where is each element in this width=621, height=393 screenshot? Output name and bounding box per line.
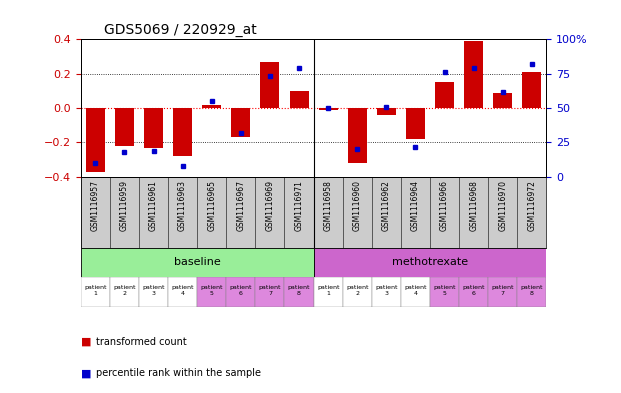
FancyBboxPatch shape [401, 277, 430, 307]
Text: GSM1116969: GSM1116969 [265, 180, 274, 231]
Text: patient
2: patient 2 [346, 285, 368, 296]
Bar [319, 108, 338, 110]
Text: baseline: baseline [174, 257, 220, 267]
Text: patient
4: patient 4 [171, 285, 194, 296]
Text: ■: ■ [81, 337, 95, 347]
Text: GSM1116968: GSM1116968 [469, 180, 478, 231]
FancyBboxPatch shape [343, 277, 372, 307]
Bar [348, 108, 367, 163]
Text: GSM1116964: GSM1116964 [411, 180, 420, 231]
Text: GSM1116966: GSM1116966 [440, 180, 449, 231]
Bar [465, 41, 483, 108]
Text: GDS5069 / 220929_at: GDS5069 / 220929_at [104, 23, 256, 37]
Text: patient
5: patient 5 [433, 285, 456, 296]
Text: GSM1116960: GSM1116960 [353, 180, 362, 231]
Bar [232, 108, 250, 137]
FancyBboxPatch shape [226, 277, 255, 307]
FancyBboxPatch shape [314, 277, 343, 307]
Text: patient
7: patient 7 [492, 285, 514, 296]
Text: GSM1116970: GSM1116970 [498, 180, 507, 231]
FancyBboxPatch shape [517, 277, 546, 307]
Bar [86, 108, 105, 172]
Text: GSM1116972: GSM1116972 [527, 180, 537, 231]
FancyBboxPatch shape [168, 277, 197, 307]
Text: ■: ■ [81, 368, 95, 378]
Text: GSM1116958: GSM1116958 [324, 180, 333, 231]
Text: transformed count: transformed count [96, 337, 187, 347]
Text: patient
6: patient 6 [230, 285, 252, 296]
Bar [260, 62, 279, 108]
FancyBboxPatch shape [110, 277, 139, 307]
FancyBboxPatch shape [81, 248, 314, 277]
Bar [173, 108, 192, 156]
Bar [377, 108, 396, 115]
FancyBboxPatch shape [81, 277, 110, 307]
FancyBboxPatch shape [459, 277, 488, 307]
Bar [493, 93, 512, 108]
Bar [522, 72, 542, 108]
Text: patient
8: patient 8 [520, 285, 543, 296]
Text: patient
1: patient 1 [317, 285, 340, 296]
Text: GSM1116957: GSM1116957 [91, 180, 100, 231]
Bar [144, 108, 163, 148]
Text: GSM1116959: GSM1116959 [120, 180, 129, 231]
FancyBboxPatch shape [430, 277, 459, 307]
Text: patient
3: patient 3 [142, 285, 165, 296]
Text: patient
1: patient 1 [84, 285, 107, 296]
FancyBboxPatch shape [197, 277, 226, 307]
FancyBboxPatch shape [284, 277, 314, 307]
Text: GSM1116961: GSM1116961 [149, 180, 158, 231]
Text: patient
8: patient 8 [288, 285, 310, 296]
Text: GSM1116963: GSM1116963 [178, 180, 187, 231]
Text: patient
3: patient 3 [375, 285, 397, 296]
Text: GSM1116967: GSM1116967 [237, 180, 245, 231]
Bar [435, 82, 454, 108]
Bar [406, 108, 425, 139]
Text: patient
6: patient 6 [463, 285, 485, 296]
Text: patient
7: patient 7 [259, 285, 281, 296]
Bar [289, 91, 309, 108]
FancyBboxPatch shape [139, 277, 168, 307]
Bar [115, 108, 134, 146]
FancyBboxPatch shape [314, 248, 546, 277]
Text: GSM1116971: GSM1116971 [294, 180, 304, 231]
Text: patient
2: patient 2 [113, 285, 135, 296]
Text: patient
5: patient 5 [201, 285, 223, 296]
Bar [202, 105, 221, 108]
FancyBboxPatch shape [372, 277, 401, 307]
FancyBboxPatch shape [255, 277, 284, 307]
Text: methotrexate: methotrexate [392, 257, 468, 267]
FancyBboxPatch shape [488, 277, 517, 307]
Text: GSM1116965: GSM1116965 [207, 180, 216, 231]
Text: GSM1116962: GSM1116962 [382, 180, 391, 231]
Text: patient
4: patient 4 [404, 285, 427, 296]
Text: percentile rank within the sample: percentile rank within the sample [96, 368, 261, 378]
